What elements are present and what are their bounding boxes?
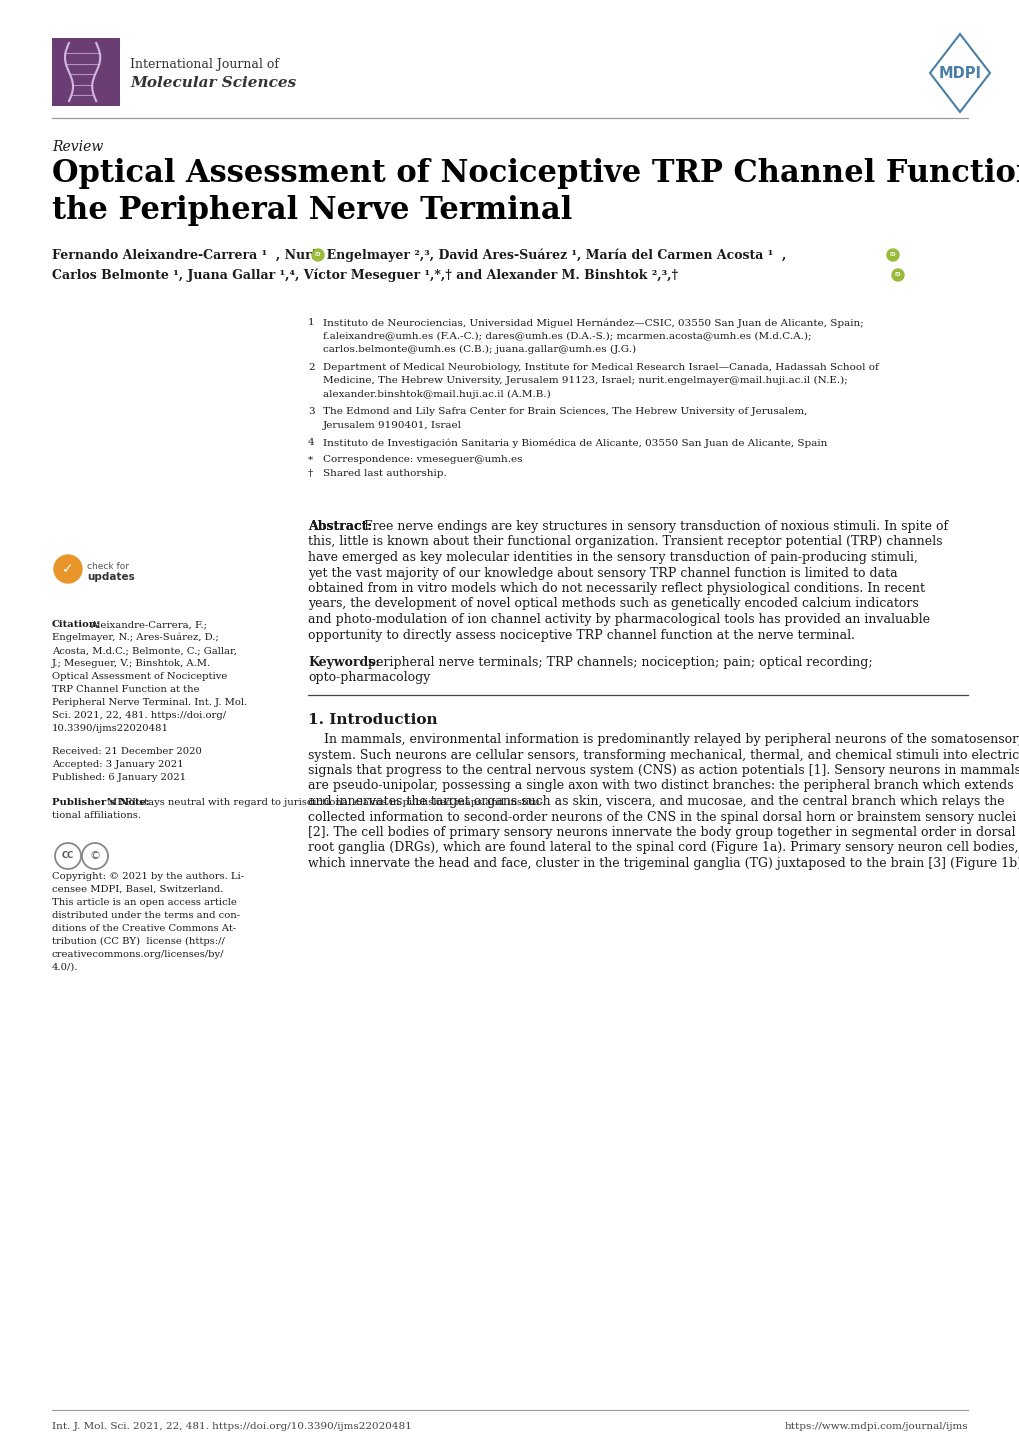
Text: alexander.binshtok@mail.huji.ac.il (A.M.B.): alexander.binshtok@mail.huji.ac.il (A.M.…	[323, 389, 550, 398]
Text: ditions of the Creative Commons At-: ditions of the Creative Commons At-	[52, 924, 236, 933]
Text: f.aleixandre@umh.es (F.A.-C.); dares@umh.es (D.A.-S.); mcarmen.acosta@umh.es (M.: f.aleixandre@umh.es (F.A.-C.); dares@umh…	[323, 332, 811, 340]
Text: collected information to second-order neurons of the CNS in the spinal dorsal ho: collected information to second-order ne…	[308, 810, 1015, 823]
Text: Shared last authorship.: Shared last authorship.	[323, 469, 446, 477]
Text: Instituto de Neurociencias, Universidad Miguel Hernández—CSIC, 03550 San Juan de: Instituto de Neurociencias, Universidad …	[323, 319, 863, 327]
Text: root ganglia (DRGs), which are found lateral to the spinal cord (Figure 1a). Pri: root ganglia (DRGs), which are found lat…	[308, 842, 1017, 855]
Text: Medicine, The Hebrew University, Jerusalem 91123, Israel; nurit.engelmayer@mail.: Medicine, The Hebrew University, Jerusal…	[323, 376, 847, 385]
Text: tribution (CC BY)  license (https://: tribution (CC BY) license (https://	[52, 937, 224, 946]
Text: J.; Meseguer, V.; Binshtok, A.M.: J.; Meseguer, V.; Binshtok, A.M.	[52, 659, 211, 668]
Text: Jerusalem 9190401, Israel: Jerusalem 9190401, Israel	[323, 421, 462, 430]
Text: *: *	[308, 456, 313, 464]
Text: Abstract:: Abstract:	[308, 521, 372, 534]
Text: peripheral nerve terminals; TRP channels; nociception; pain; optical recording;: peripheral nerve terminals; TRP channels…	[368, 656, 872, 669]
Text: years, the development of novel optical methods such as genetically encoded calc: years, the development of novel optical …	[308, 597, 918, 610]
Text: Review: Review	[52, 140, 103, 154]
Text: Abstract:: Abstract:	[308, 521, 372, 534]
Text: Optical Assessment of Nociceptive TRP Channel Function at: Optical Assessment of Nociceptive TRP Ch…	[52, 159, 1019, 189]
Text: Aleixandre-Carrera, F.;: Aleixandre-Carrera, F.;	[90, 620, 207, 629]
Text: MDPI stays neutral with regard to jurisdictional claims in published maps and in: MDPI stays neutral with regard to jurisd…	[107, 797, 542, 808]
Text: Engelmayer, N.; Ares-Suárez, D.;: Engelmayer, N.; Ares-Suárez, D.;	[52, 633, 218, 643]
Text: The Edmond and Lily Safra Center for Brain Sciences, The Hebrew University of Je: The Edmond and Lily Safra Center for Bra…	[323, 407, 807, 415]
Text: †: †	[308, 469, 313, 477]
Text: opportunity to directly assess nociceptive TRP channel function at the nerve ter: opportunity to directly assess nocicepti…	[308, 629, 854, 642]
Circle shape	[54, 555, 82, 583]
Text: have emerged as key molecular identities in the sensory transduction of pain-pro: have emerged as key molecular identities…	[308, 551, 917, 564]
Text: [2]. The cell bodies of primary sensory neurons innervate the body group togethe: [2]. The cell bodies of primary sensory …	[308, 826, 1015, 839]
Text: yet the vast majority of our knowledge about sensory TRP channel function is lim: yet the vast majority of our knowledge a…	[308, 567, 897, 580]
Text: 4.0/).: 4.0/).	[52, 963, 78, 972]
Text: Int. J. Mol. Sci. 2021, 22, 481. https://doi.org/10.3390/ijms22020481: Int. J. Mol. Sci. 2021, 22, 481. https:/…	[52, 1422, 412, 1430]
Text: opto-pharmacology: opto-pharmacology	[308, 672, 430, 685]
Text: https://www.mdpi.com/journal/ijms: https://www.mdpi.com/journal/ijms	[784, 1422, 967, 1430]
Text: MDPI: MDPI	[937, 65, 980, 81]
Text: iD: iD	[889, 252, 896, 258]
Text: Keywords:: Keywords:	[308, 656, 379, 669]
Text: Published: 6 January 2021: Published: 6 January 2021	[52, 773, 185, 782]
Text: Acosta, M.d.C.; Belmonte, C.; Gallar,: Acosta, M.d.C.; Belmonte, C.; Gallar,	[52, 646, 236, 655]
Text: Fernando Aleixandre-Carrera ¹  , Nurit Engelmayer ²,³, David Ares-Suárez ¹, Marí: Fernando Aleixandre-Carrera ¹ , Nurit En…	[52, 248, 786, 261]
Text: are pseudo-unipolar, possessing a single axon with two distinct branches: the pe: are pseudo-unipolar, possessing a single…	[308, 780, 1013, 793]
Text: check for: check for	[87, 562, 128, 571]
Text: ©: ©	[90, 851, 101, 861]
Text: and innervates the target organs such as skin, viscera, and mucosae, and the cen: and innervates the target organs such as…	[308, 795, 1004, 808]
Text: Free nerve endings are key structures in sensory transduction of noxious stimuli: Free nerve endings are key structures in…	[360, 521, 948, 534]
Circle shape	[892, 270, 903, 281]
Text: Peripheral Nerve Terminal. Int. J. Mol.: Peripheral Nerve Terminal. Int. J. Mol.	[52, 698, 247, 707]
Text: Publisher’s Note:: Publisher’s Note:	[52, 797, 150, 808]
Text: CC: CC	[62, 851, 74, 861]
Text: carlos.belmonte@umh.es (C.B.); juana.gallar@umh.es (J.G.): carlos.belmonte@umh.es (C.B.); juana.gal…	[323, 345, 636, 355]
FancyBboxPatch shape	[52, 37, 120, 107]
Text: International Journal of: International Journal of	[129, 58, 279, 71]
Text: updates: updates	[87, 572, 135, 583]
Text: this, little is known about their functional organization. Transient receptor po: this, little is known about their functi…	[308, 535, 942, 548]
Text: 1. Introduction: 1. Introduction	[308, 712, 437, 727]
Text: Accepted: 3 January 2021: Accepted: 3 January 2021	[52, 760, 183, 769]
Text: signals that progress to the central nervous system (CNS) as action potentials [: signals that progress to the central ner…	[308, 764, 1019, 777]
Text: 3: 3	[308, 407, 314, 415]
Text: Molecular Sciences: Molecular Sciences	[129, 76, 296, 89]
Text: Instituto de Investigación Sanitaria y Biomédica de Alicante, 03550 San Juan de : Instituto de Investigación Sanitaria y B…	[323, 438, 826, 447]
Text: Citation:: Citation:	[52, 620, 101, 629]
Text: the Peripheral Nerve Terminal: the Peripheral Nerve Terminal	[52, 195, 572, 226]
Text: Copyright: © 2021 by the authors. Li-: Copyright: © 2021 by the authors. Li-	[52, 872, 244, 881]
Text: tional affiliations.: tional affiliations.	[52, 810, 141, 820]
Text: Received: 21 December 2020: Received: 21 December 2020	[52, 747, 202, 756]
Text: system. Such neurons are cellular sensors, transforming mechanical, thermal, and: system. Such neurons are cellular sensor…	[308, 748, 1019, 761]
Text: iD: iD	[894, 273, 901, 277]
Text: Sci. 2021, 22, 481. https://doi.org/: Sci. 2021, 22, 481. https://doi.org/	[52, 711, 226, 720]
Text: obtained from in vitro models which do not necessarily reflect physiological con: obtained from in vitro models which do n…	[308, 583, 924, 596]
Text: Department of Medical Neurobiology, Institute for Medical Research Israel—Canada: Department of Medical Neurobiology, Inst…	[323, 362, 878, 372]
Text: 4: 4	[308, 438, 314, 447]
Text: ✓: ✓	[62, 562, 73, 575]
Circle shape	[887, 249, 898, 261]
Text: 1: 1	[308, 319, 314, 327]
Text: 10.3390/ijms22020481: 10.3390/ijms22020481	[52, 724, 169, 733]
Text: censee MDPI, Basel, Switzerland.: censee MDPI, Basel, Switzerland.	[52, 885, 223, 894]
Circle shape	[312, 249, 324, 261]
Text: iD: iD	[315, 252, 321, 258]
Text: creativecommons.org/licenses/by/: creativecommons.org/licenses/by/	[52, 950, 224, 959]
Text: 2: 2	[308, 362, 314, 372]
Text: and photo-modulation of ion channel activity by pharmacological tools has provid: and photo-modulation of ion channel acti…	[308, 613, 929, 626]
Text: which innervate the head and face, cluster in the trigeminal ganglia (TG) juxtap: which innervate the head and face, clust…	[308, 857, 1019, 870]
Text: TRP Channel Function at the: TRP Channel Function at the	[52, 685, 200, 694]
Text: This article is an open access article: This article is an open access article	[52, 898, 236, 907]
Text: Correspondence: vmeseguer@umh.es: Correspondence: vmeseguer@umh.es	[323, 456, 522, 464]
Text: Carlos Belmonte ¹, Juana Gallar ¹,⁴, Víctor Meseguer ¹,*,† and Alexander M. Bins: Carlos Belmonte ¹, Juana Gallar ¹,⁴, Víc…	[52, 268, 686, 281]
Text: distributed under the terms and con-: distributed under the terms and con-	[52, 911, 239, 920]
Text: Optical Assessment of Nociceptive: Optical Assessment of Nociceptive	[52, 672, 227, 681]
Text: In mammals, environmental information is predominantly relayed by peripheral neu: In mammals, environmental information is…	[308, 733, 1019, 746]
